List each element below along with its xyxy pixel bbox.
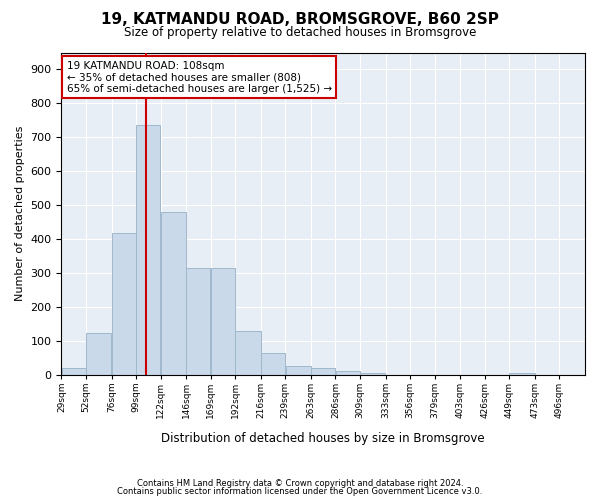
Text: 19 KATMANDU ROAD: 108sqm
← 35% of detached houses are smaller (808)
65% of semi-: 19 KATMANDU ROAD: 108sqm ← 35% of detach… bbox=[67, 60, 332, 94]
Bar bbox=[360, 373, 385, 375]
Bar bbox=[187, 268, 211, 375]
Bar bbox=[509, 373, 535, 375]
Bar bbox=[286, 366, 311, 375]
Bar bbox=[235, 330, 260, 375]
X-axis label: Distribution of detached houses by size in Bromsgrove: Distribution of detached houses by size … bbox=[161, 432, 485, 445]
Bar bbox=[261, 352, 285, 375]
Bar bbox=[311, 368, 335, 375]
Y-axis label: Number of detached properties: Number of detached properties bbox=[15, 126, 25, 302]
Bar bbox=[86, 334, 112, 375]
Bar bbox=[136, 126, 160, 375]
Text: Size of property relative to detached houses in Bromsgrove: Size of property relative to detached ho… bbox=[124, 26, 476, 39]
Text: 19, KATMANDU ROAD, BROMSGROVE, B60 2SP: 19, KATMANDU ROAD, BROMSGROVE, B60 2SP bbox=[101, 12, 499, 28]
Text: Contains public sector information licensed under the Open Government Licence v3: Contains public sector information licen… bbox=[118, 487, 482, 496]
Bar bbox=[112, 233, 136, 375]
Bar bbox=[161, 212, 186, 375]
Text: Contains HM Land Registry data © Crown copyright and database right 2024.: Contains HM Land Registry data © Crown c… bbox=[137, 478, 463, 488]
Bar bbox=[335, 372, 360, 375]
Bar bbox=[211, 268, 235, 375]
Bar bbox=[62, 368, 86, 375]
